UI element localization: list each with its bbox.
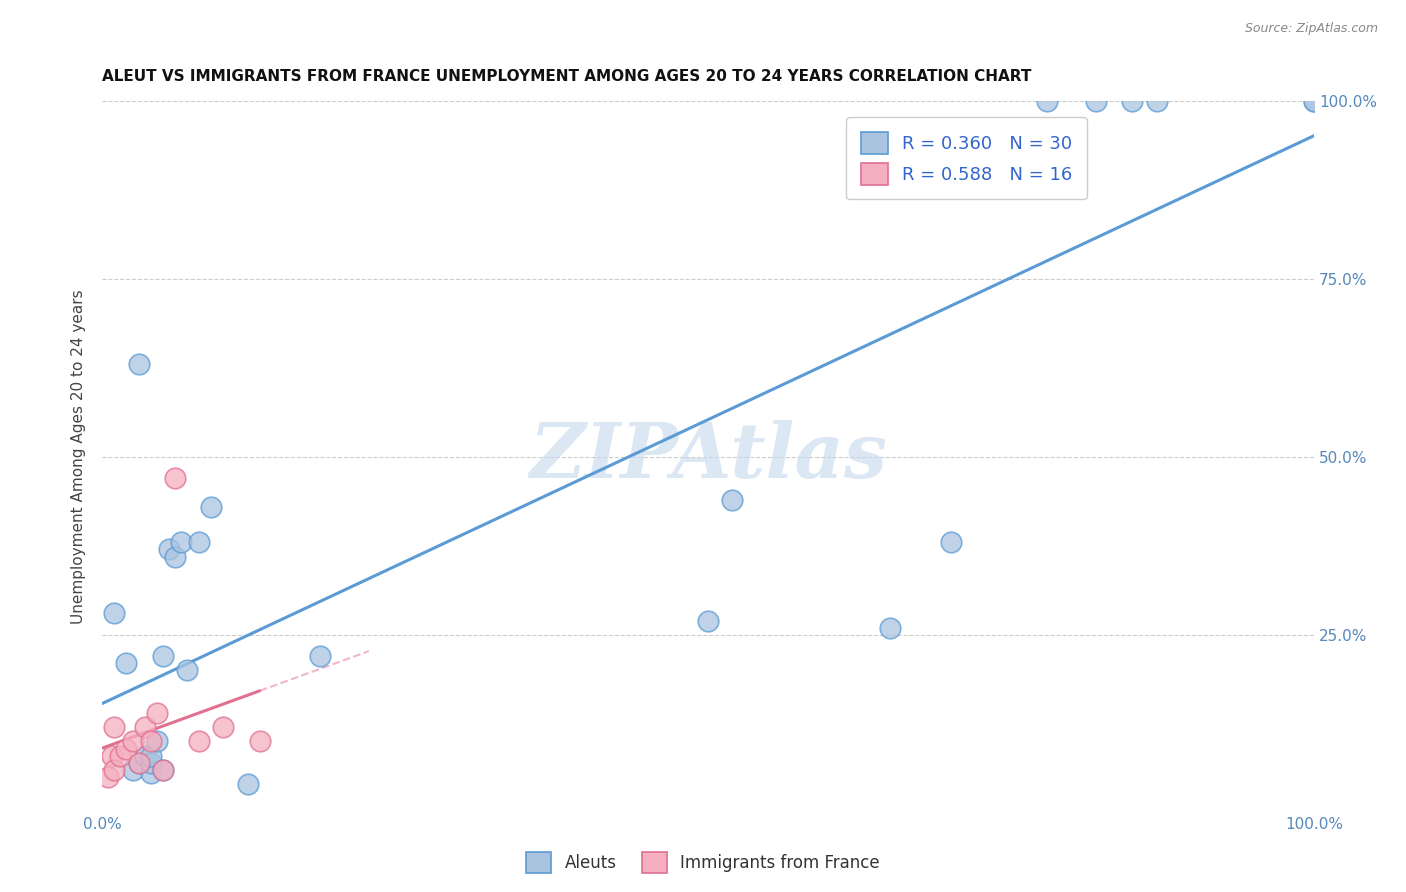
Point [103, 607, 125, 621]
Point [103, 720, 125, 734]
Point [236, 777, 259, 791]
Point [1146, 95, 1168, 109]
Point [188, 734, 211, 748]
Text: ZIPAtlas: ZIPAtlas [529, 420, 887, 494]
Point [97, 770, 120, 784]
Point [103, 763, 125, 777]
Point [152, 763, 174, 777]
Point [697, 614, 720, 628]
Point [134, 748, 156, 763]
Point [115, 656, 138, 670]
Point [139, 756, 162, 770]
Text: ALEUT VS IMMIGRANTS FROM FRANCE UNEMPLOYMENT AMONG AGES 20 TO 24 YEARS CORRELATI: ALEUT VS IMMIGRANTS FROM FRANCE UNEMPLOY… [103, 69, 1032, 84]
Point [134, 720, 156, 734]
Point [115, 741, 138, 756]
Point [939, 535, 962, 549]
Point [1303, 95, 1326, 109]
Point [128, 756, 150, 770]
Point [170, 535, 193, 549]
Point [139, 748, 162, 763]
Point [1084, 95, 1107, 109]
Point [121, 763, 143, 777]
Point [879, 621, 901, 635]
Point [163, 549, 186, 564]
Point [128, 358, 150, 372]
Point [176, 663, 198, 677]
Point [309, 649, 332, 664]
Point [157, 542, 180, 557]
Point [139, 734, 162, 748]
Point [152, 649, 174, 664]
Point [128, 756, 150, 770]
Point [163, 471, 186, 485]
Point [249, 734, 271, 748]
Point [1303, 95, 1326, 109]
Point [110, 748, 132, 763]
Point [212, 720, 235, 734]
Point [139, 766, 162, 780]
Point [145, 734, 167, 748]
Point [152, 763, 174, 777]
Legend: Aleuts, Immigrants from France: Aleuts, Immigrants from France [520, 846, 886, 880]
Point [145, 706, 167, 720]
Point [200, 500, 222, 514]
Point [1036, 95, 1059, 109]
Point [721, 492, 744, 507]
Text: Source: ZipAtlas.com: Source: ZipAtlas.com [1244, 22, 1378, 36]
Point [1121, 95, 1143, 109]
Legend: R = 0.360   N = 30, R = 0.588   N = 16: R = 0.360 N = 30, R = 0.588 N = 16 [846, 118, 1087, 200]
Point [101, 748, 124, 763]
Y-axis label: Unemployment Among Ages 20 to 24 years: Unemployment Among Ages 20 to 24 years [72, 290, 86, 624]
Point [188, 535, 211, 549]
Point [121, 734, 143, 748]
